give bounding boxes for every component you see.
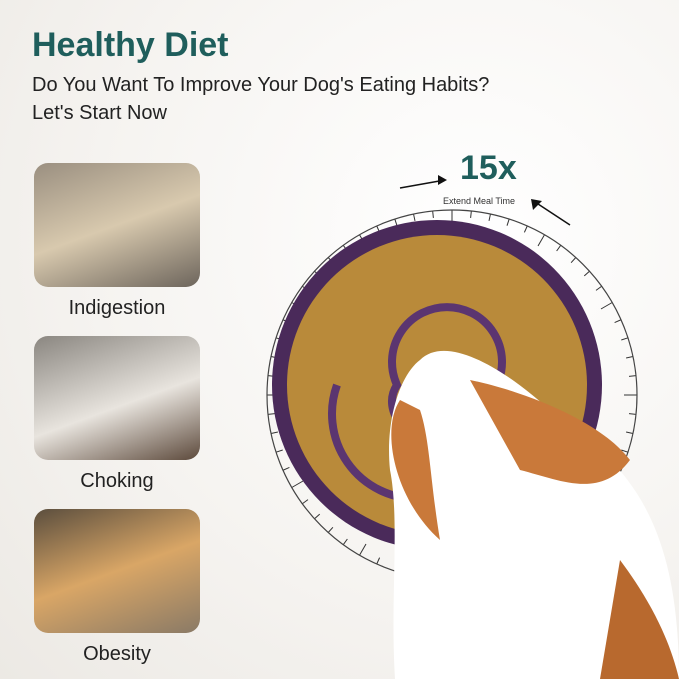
dial-tick xyxy=(537,234,545,247)
dial-tick xyxy=(621,449,629,453)
dial-tick xyxy=(628,413,637,415)
multiplier: 15x xyxy=(460,149,517,187)
dial-tick xyxy=(394,218,398,226)
arrow-left-icon xyxy=(399,179,446,189)
arrowhead-right-icon xyxy=(531,199,542,210)
choking-label: Choking xyxy=(80,470,154,492)
dial-tick xyxy=(614,319,622,324)
dial-tick xyxy=(488,213,491,221)
subtitle-line-2: Let's Start Now xyxy=(32,102,167,124)
dial-tick xyxy=(327,526,334,533)
dog-ear xyxy=(470,380,630,484)
dog-back xyxy=(600,560,679,679)
dial-tick xyxy=(302,499,309,505)
dial-tick xyxy=(282,466,290,471)
dial-tick xyxy=(595,285,602,291)
dial-tick xyxy=(376,557,381,565)
dial-tick xyxy=(626,356,634,359)
dial-tick xyxy=(626,431,634,434)
dial-tick xyxy=(270,431,278,434)
obesity-label: Obesity xyxy=(83,643,151,665)
dial-tick xyxy=(359,543,367,556)
dial-tick xyxy=(570,257,577,264)
dial-tick xyxy=(432,210,434,219)
obesity-photo xyxy=(34,509,200,633)
dog xyxy=(389,350,679,679)
indigestion-label: Indigestion xyxy=(68,297,166,319)
dial-tick xyxy=(583,270,590,277)
dial-tick xyxy=(291,480,304,488)
dial-tick xyxy=(267,413,276,415)
dial-tick xyxy=(523,225,528,233)
dial-tick xyxy=(314,513,321,520)
arrowhead-left-icon xyxy=(438,175,447,185)
choking-photo xyxy=(34,336,200,460)
dial-tick xyxy=(621,337,629,341)
arrow-right-icon xyxy=(534,201,571,226)
dial-tick xyxy=(600,302,613,310)
dial-tick xyxy=(506,218,510,226)
dial-tick xyxy=(628,375,637,377)
dial-caption: Extend Meal Time xyxy=(443,196,516,206)
page-title: Healthy Diet xyxy=(32,26,229,64)
dial-tick xyxy=(413,213,416,221)
dial-tick xyxy=(470,210,472,219)
indigestion-photo xyxy=(34,163,200,287)
dial-tick xyxy=(275,449,283,453)
dog-ear-left xyxy=(391,400,440,540)
subtitle-line-1: Do You Want To Improve Your Dog's Eating… xyxy=(32,74,490,96)
dial-tick xyxy=(342,538,348,545)
dial-tick xyxy=(556,245,562,252)
